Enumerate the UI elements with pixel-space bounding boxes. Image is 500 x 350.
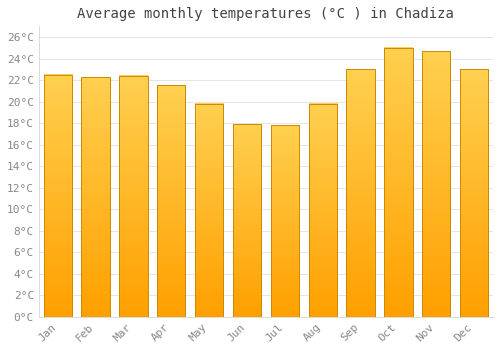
Bar [308,104,337,317]
Bar [44,75,72,317]
Bar [384,48,412,317]
Bar [119,76,148,317]
Bar [346,69,375,317]
Bar [270,125,299,317]
Bar [422,51,450,317]
Bar [233,124,261,317]
Bar [460,69,488,317]
Title: Average monthly temperatures (°C ) in Chadiza: Average monthly temperatures (°C ) in Ch… [78,7,454,21]
Bar [82,77,110,317]
Bar [157,85,186,317]
Bar [195,104,224,317]
